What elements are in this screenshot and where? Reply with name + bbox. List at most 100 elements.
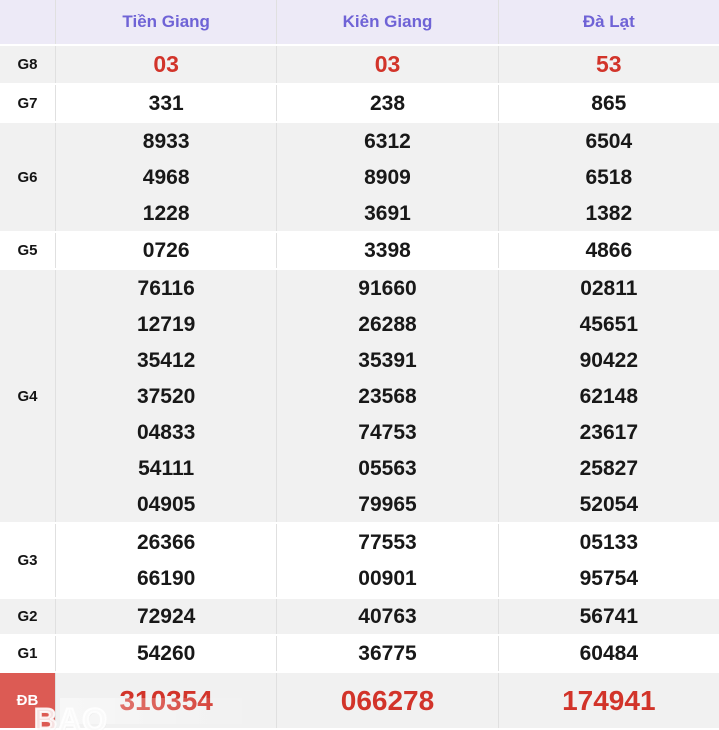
prize-cell: 60484 [497,636,719,671]
column-header-da-lat: Đà Lạt [497,0,719,44]
prize-value: 62148 [579,384,639,408]
prize-value: 37520 [136,384,196,408]
prize-label-G7: G7 [17,94,38,112]
prize-value: 3691 [364,201,411,225]
prize-value: 77553 [358,530,417,554]
prize-label-ĐB: ĐB [0,673,55,728]
prize-value: 40763 [358,605,417,628]
prize-value: 76116 [137,276,195,300]
prize-value: 00901 [358,567,417,591]
prize-value: 90422 [579,348,639,372]
prize-value: 04905 [136,492,196,516]
prize-value: 3398 [364,239,411,262]
prize-cell: 4866 [497,233,719,268]
prize-cell: 76116 12719 35412 37520 04833 54111 04905 [55,270,276,522]
prize-value: 56741 [579,605,639,628]
prize-cell: 0726 [55,233,276,268]
prize-label-G3: G3 [17,552,38,569]
prize-value: 04833 [136,420,196,444]
prize-value: 238 [369,91,406,115]
prize-row-G2: G2 72924 40763 56741 [0,599,719,636]
prize-cell: 26366 66190 [55,524,276,597]
prize-value: 74753 [358,420,417,444]
prize-cell: 310354 [55,673,276,728]
prize-label-G2: G2 [17,608,38,625]
prize-cell: 238 [276,85,497,121]
prize-value: 03 [153,51,179,77]
prize-value: 66190 [136,567,196,591]
prize-label-G4: G4 [17,387,38,405]
prize-value: 310354 [119,684,213,716]
prize-value: 331 [148,91,184,115]
prize-cell: 03 [276,46,497,83]
prize-cell: 36775 [276,636,497,671]
prize-label-G5: G5 [17,242,38,259]
prize-cell: 05133 95754 [497,524,719,597]
prize-cell: 72924 [55,599,276,634]
prize-cell: 53 [497,46,719,83]
prize-value: 25827 [579,456,639,480]
prize-value: 0726 [142,239,190,262]
prize-cell: 6504 6518 1382 [497,123,719,231]
prize-value: 52054 [579,492,639,516]
prize-value: 26288 [358,312,417,336]
prize-row-G8: G8 03 03 53 [0,46,719,85]
prize-cell: 56741 [497,599,719,634]
prize-cell: 8933 4968 1228 [55,123,276,231]
prize-cell: 40763 [276,599,497,634]
prize-cell: 03 [55,46,276,83]
prize-label-G1: G1 [17,645,38,662]
prize-value: 865 [591,91,627,115]
prize-row-G7: G7 331 238 865 [0,85,719,123]
prize-cell: 91660 26288 35391 23568 74753 05563 79965 [276,270,497,522]
prize-value: 60484 [579,642,639,665]
prize-cell: 54260 [55,636,276,671]
prize-cell: 865 [497,85,719,121]
prize-row-G3: G3 26366 66190 77553 00901 05133 95754 [0,524,719,599]
prize-row-G1: G1 54260 36775 60484 [0,636,719,673]
prize-row-G6: G6 8933 4968 1228 6312 8909 3691 6504 6518 1382 [0,123,719,233]
prize-label-G8: G8 [17,56,38,73]
prize-value: 1228 [142,201,190,225]
prize-value: 36775 [358,642,417,665]
prize-value: 4866 [585,239,633,262]
prize-value: 6518 [585,165,633,189]
corner-cell [0,0,55,44]
prize-value: 6504 [585,129,633,153]
prize-value: 12719 [136,312,196,336]
column-header-tien-giang: Tiền Giang [55,0,276,44]
prize-value: 174941 [562,684,656,716]
prize-value: 53 [596,51,622,77]
prize-value: 8933 [142,129,190,153]
prize-value: 05133 [579,530,639,554]
prize-cell: 174941 [497,673,719,728]
prize-value: 02811 [580,276,638,300]
prize-value: 6312 [364,129,411,153]
prize-cell: 066278 [276,673,497,728]
column-header-kien-giang: Kiên Giang [276,0,497,44]
prize-value: 35412 [136,348,196,372]
prize-value: 23568 [358,384,417,408]
prize-value: 72924 [136,605,196,628]
prize-value: 23617 [579,420,639,444]
table-header-row: Tiền Giang Kiên Giang Đà Lạt [0,0,719,46]
prize-cell: 6312 8909 3691 [276,123,497,231]
prize-value: 1382 [585,201,633,225]
prize-value: 91660 [358,276,417,300]
prize-row-ĐB: ĐB 310354 066278 174941 [0,673,719,730]
prize-value: 8909 [364,165,411,189]
prize-cell: 331 [55,85,276,121]
prize-row-G4: G4 76116 12719 35412 37520 04833 54111 04905 916… [0,270,719,524]
prize-cell: 02811 45651 90422 62148 23617 25827 52054 [497,270,719,522]
prize-value: 066278 [340,684,435,716]
prize-value: 54111 [138,456,195,480]
prize-value: 45651 [579,312,639,336]
prize-cell: 3398 [276,233,497,268]
prize-value: 26366 [136,530,196,554]
prize-label-G6: G6 [17,168,38,186]
prize-value: 79965 [358,492,417,516]
prize-value: 35391 [358,348,417,372]
prize-row-G5: G5 0726 3398 4866 [0,233,719,270]
